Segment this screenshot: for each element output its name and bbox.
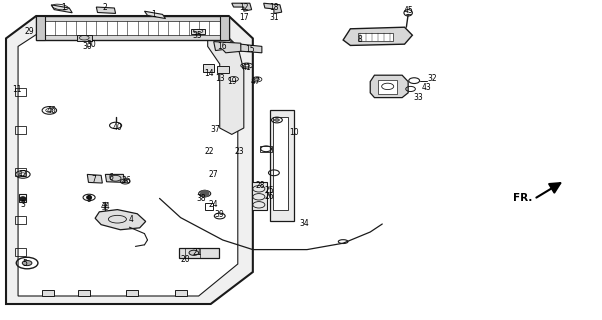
Polygon shape — [220, 16, 229, 40]
Bar — [78, 290, 90, 296]
Text: 26: 26 — [265, 192, 275, 201]
Ellipse shape — [22, 260, 32, 266]
Polygon shape — [36, 16, 229, 40]
Text: 11: 11 — [12, 85, 22, 94]
Bar — [42, 290, 54, 296]
Bar — [15, 88, 26, 96]
Text: 1: 1 — [151, 10, 156, 19]
Text: 44: 44 — [101, 202, 110, 211]
Text: 31: 31 — [269, 13, 279, 22]
Text: 20: 20 — [181, 255, 190, 264]
Polygon shape — [208, 29, 244, 134]
Polygon shape — [87, 174, 102, 183]
Text: 24: 24 — [209, 200, 219, 209]
Text: 27: 27 — [209, 170, 219, 179]
Text: 17: 17 — [239, 13, 249, 22]
Polygon shape — [36, 16, 45, 40]
Text: 7: 7 — [91, 175, 96, 184]
Text: 33: 33 — [414, 93, 423, 102]
Ellipse shape — [86, 195, 92, 200]
Text: 10: 10 — [289, 128, 299, 137]
Text: 39: 39 — [215, 210, 225, 219]
Text: 22: 22 — [205, 148, 214, 156]
Polygon shape — [232, 3, 252, 11]
Text: 37: 37 — [211, 125, 220, 134]
Text: 5: 5 — [23, 260, 28, 268]
Text: 15: 15 — [245, 45, 255, 54]
Text: 42: 42 — [18, 170, 28, 179]
Text: 28: 28 — [255, 181, 265, 190]
Polygon shape — [214, 42, 242, 53]
Text: 16: 16 — [217, 42, 226, 51]
Polygon shape — [270, 110, 294, 221]
Text: 23: 23 — [235, 148, 244, 156]
Bar — [185, 248, 200, 258]
Text: 6: 6 — [109, 173, 114, 182]
Bar — [19, 194, 26, 202]
Ellipse shape — [255, 78, 259, 81]
Bar — [205, 203, 213, 210]
Text: 25: 25 — [265, 186, 275, 195]
Polygon shape — [264, 3, 282, 13]
Text: 3: 3 — [20, 200, 25, 209]
Bar — [126, 290, 138, 296]
Bar — [179, 248, 219, 258]
Text: 4: 4 — [129, 215, 134, 224]
Text: 14: 14 — [205, 69, 214, 78]
Bar — [15, 126, 26, 134]
Text: 35: 35 — [193, 31, 202, 40]
Text: 12: 12 — [239, 3, 249, 12]
Ellipse shape — [19, 196, 26, 202]
Text: 38: 38 — [197, 194, 206, 203]
Polygon shape — [45, 21, 220, 35]
Polygon shape — [144, 11, 166, 19]
Text: 21: 21 — [193, 248, 202, 257]
Polygon shape — [51, 5, 72, 13]
Bar — [203, 64, 214, 72]
Bar — [15, 216, 26, 224]
Polygon shape — [343, 27, 412, 45]
Text: 30: 30 — [82, 42, 92, 51]
Ellipse shape — [200, 190, 209, 197]
Bar — [175, 290, 187, 296]
Polygon shape — [95, 210, 146, 230]
Text: 32: 32 — [427, 74, 437, 83]
Ellipse shape — [275, 119, 279, 121]
Text: FR.: FR. — [514, 193, 533, 204]
Bar — [378, 80, 397, 94]
Polygon shape — [105, 174, 125, 182]
Ellipse shape — [189, 250, 199, 255]
Text: 40: 40 — [113, 124, 122, 132]
Bar — [252, 182, 267, 210]
Bar — [191, 29, 205, 34]
Polygon shape — [370, 75, 408, 98]
Bar — [15, 248, 26, 256]
Text: 30: 30 — [87, 40, 96, 49]
Polygon shape — [18, 29, 238, 296]
Bar — [77, 35, 92, 41]
Polygon shape — [96, 7, 116, 13]
Text: 2: 2 — [103, 4, 108, 12]
Bar — [15, 168, 26, 176]
Text: 46: 46 — [46, 106, 56, 115]
Bar — [260, 146, 272, 152]
Text: 34: 34 — [299, 220, 309, 228]
Text: 8: 8 — [358, 36, 362, 44]
Text: 1: 1 — [61, 4, 66, 12]
Text: 36: 36 — [122, 176, 131, 185]
Text: 43: 43 — [421, 84, 431, 92]
Text: 9: 9 — [87, 196, 92, 204]
Text: 47: 47 — [251, 77, 261, 86]
Text: 29: 29 — [24, 28, 34, 36]
Text: 45: 45 — [403, 6, 413, 15]
Bar — [217, 66, 229, 73]
Bar — [358, 33, 393, 41]
Polygon shape — [6, 16, 253, 304]
Text: 19: 19 — [227, 77, 237, 86]
Text: 13: 13 — [215, 74, 225, 83]
Polygon shape — [273, 117, 288, 210]
Polygon shape — [241, 44, 262, 53]
Text: 18: 18 — [269, 3, 279, 12]
Text: 41: 41 — [242, 63, 252, 72]
